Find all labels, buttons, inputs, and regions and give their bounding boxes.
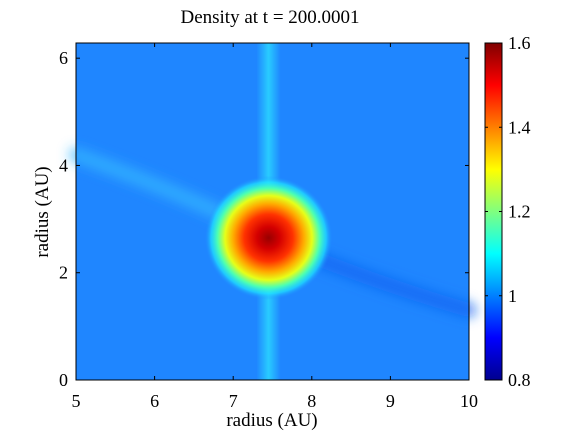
- plot-area: 5 6 7 8 9 10 0 2 4 6: [59, 42, 478, 411]
- y-tick-label: 4: [59, 155, 68, 175]
- colorbar-tick-label: 1.2: [508, 202, 531, 222]
- x-axis: 5 6 7 8 9 10: [72, 43, 478, 411]
- y-tick-label: 2: [59, 263, 68, 283]
- colorbar-tick-label: 0.8: [508, 370, 531, 390]
- colorbar-tick-label: 1.4: [508, 117, 531, 137]
- x-tick-label: 8: [307, 391, 316, 411]
- colorbar: 0.8 1 1.2 1.4 1.6: [484, 33, 531, 390]
- density-spiral-arm-outer: [304, 249, 476, 318]
- plot-frame: [75, 42, 470, 381]
- y-tick-label: 6: [59, 48, 68, 68]
- colorbar-ticks: 0.8 1 1.2 1.4 1.6: [485, 33, 531, 390]
- x-tick-label: 9: [386, 391, 395, 411]
- x-tick-label: 7: [229, 391, 238, 411]
- y-axis: 0 2 4 6: [59, 48, 469, 390]
- x-tick-label: 5: [72, 391, 81, 411]
- y-tick-label: 0: [59, 370, 68, 390]
- colorbar-tick-label: 1.6: [508, 33, 531, 53]
- y-axis-label: radius (AU): [32, 166, 53, 257]
- chart-title: Density at t = 200.0001: [180, 7, 359, 28]
- x-axis-label: radius (AU): [226, 410, 317, 431]
- heatmap-features: [69, 43, 476, 380]
- x-tick-label: 6: [150, 391, 159, 411]
- colorbar-gradient: [485, 43, 502, 380]
- x-tick-label: 10: [460, 391, 478, 411]
- density-peak-blob: [204, 175, 333, 300]
- colorbar-tick-label: 1: [508, 286, 517, 306]
